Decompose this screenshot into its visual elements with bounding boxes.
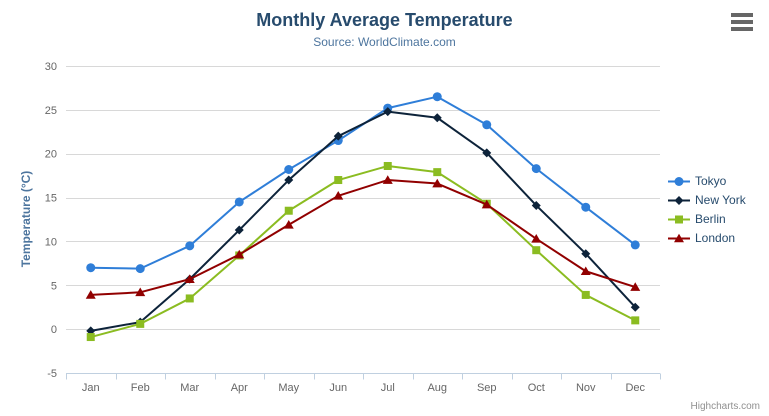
series-london[interactable] bbox=[85, 175, 641, 299]
legend-item-berlin[interactable]: Berlin bbox=[668, 212, 746, 226]
gridlines bbox=[66, 66, 660, 330]
svg-text:Jun: Jun bbox=[329, 382, 347, 394]
svg-text:5: 5 bbox=[51, 280, 57, 292]
legend-item-new-york[interactable]: New York bbox=[668, 193, 746, 207]
export-menu-button[interactable] bbox=[731, 13, 755, 31]
series-tokyo[interactable] bbox=[86, 92, 640, 274]
legend-item-tokyo[interactable]: Tokyo bbox=[668, 174, 746, 188]
svg-text:Aug: Aug bbox=[427, 382, 447, 394]
chart-title: Monthly Average Temperature bbox=[256, 10, 513, 30]
diamond-marker-icon bbox=[668, 195, 690, 205]
circle-marker-icon bbox=[668, 176, 690, 186]
svg-text:Oct: Oct bbox=[528, 382, 545, 394]
svg-text:Nov: Nov bbox=[576, 382, 596, 394]
svg-text:0: 0 bbox=[51, 324, 57, 336]
svg-text:Sep: Sep bbox=[477, 382, 497, 394]
legend-label: London bbox=[695, 231, 736, 245]
legend: Tokyo New York Berlin London bbox=[668, 174, 746, 245]
series-new-york[interactable] bbox=[86, 107, 640, 336]
svg-text:15: 15 bbox=[45, 193, 57, 205]
hamburger-icon bbox=[731, 27, 753, 31]
svg-text:10: 10 bbox=[45, 236, 57, 248]
chart-subtitle: Source: WorldClimate.com bbox=[313, 35, 456, 49]
legend-label: New York bbox=[695, 193, 746, 207]
square-marker-icon bbox=[668, 215, 690, 223]
legend-label: Berlin bbox=[695, 212, 726, 226]
hamburger-icon bbox=[731, 20, 753, 24]
svg-text:Mar: Mar bbox=[180, 382, 199, 394]
legend-label: Tokyo bbox=[695, 174, 727, 188]
svg-text:Jul: Jul bbox=[381, 382, 395, 394]
svg-text:Feb: Feb bbox=[131, 382, 150, 394]
y-axis-labels: -5 0 5 10 15 20 25 30 bbox=[45, 61, 57, 380]
svg-text:Dec: Dec bbox=[625, 382, 645, 394]
hamburger-icon bbox=[731, 13, 753, 17]
svg-text:30: 30 bbox=[45, 61, 57, 73]
x-axis: Jan Feb Mar Apr May Jun Jul Aug Sep Oct Nov Dec bbox=[66, 373, 661, 394]
triangle-marker-icon bbox=[668, 233, 690, 242]
svg-text:20: 20 bbox=[45, 149, 57, 161]
credits-link[interactable]: Highcharts.com bbox=[690, 401, 760, 412]
svg-text:25: 25 bbox=[45, 105, 57, 117]
svg-text:Jan: Jan bbox=[82, 382, 100, 394]
svg-text:Apr: Apr bbox=[231, 382, 248, 394]
legend-item-london[interactable]: London bbox=[668, 231, 746, 245]
svg-text:-5: -5 bbox=[47, 368, 57, 380]
svg-text:May: May bbox=[278, 382, 299, 394]
